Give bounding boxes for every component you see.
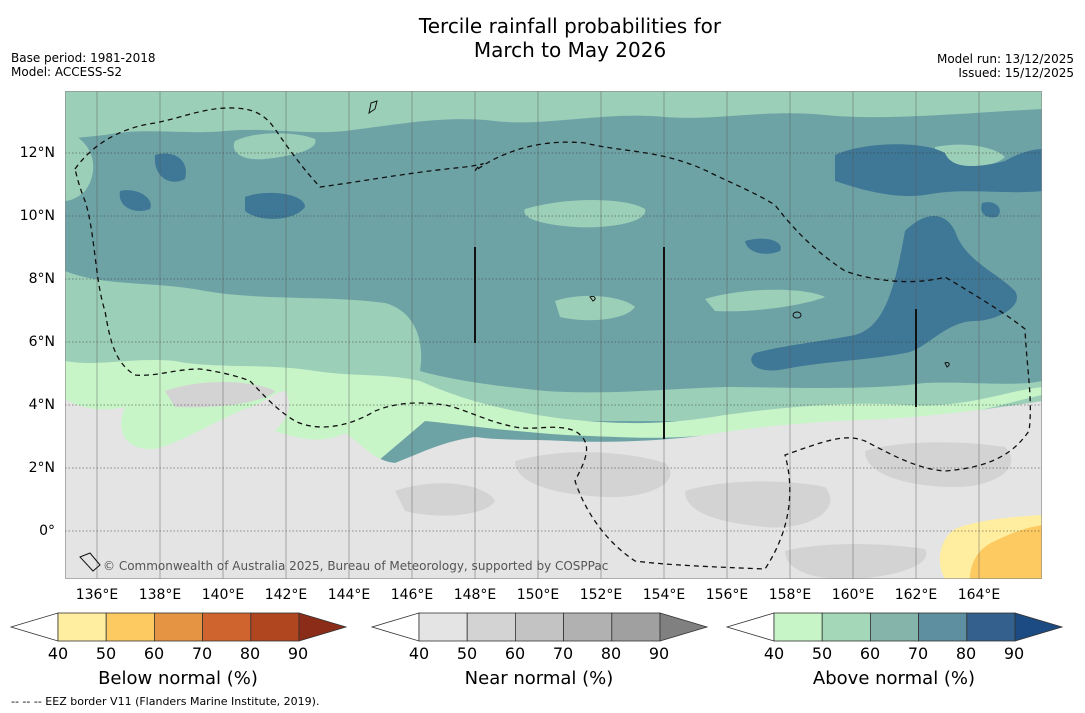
lon-label-160e: 160°E (831, 587, 875, 603)
cb-below-tick-40: 40 (47, 644, 69, 663)
colorbar-below-normal-swatch-70 (202, 612, 252, 642)
colorbar-near-normal-swatch-50 (466, 612, 516, 642)
colorbar-near-max-arrow (659, 612, 709, 642)
cb-below-tick-90: 90 (287, 644, 309, 663)
cb-near-tick-60: 60 (504, 644, 526, 663)
cb-below-tick-50: 50 (95, 644, 117, 663)
cb-near-tick-80: 80 (600, 644, 622, 663)
lon-label-162e: 162°E (894, 587, 938, 603)
cb-near-tick-90: 90 (648, 644, 670, 663)
colorbar-near-normal (371, 612, 709, 642)
cb-above-tick-50: 50 (811, 644, 833, 663)
above-normal-50-nw (65, 131, 94, 201)
vertical-markers (474, 247, 917, 439)
lon-label-146e: 146°E (390, 587, 434, 603)
cb-below-tick-80: 80 (239, 644, 261, 663)
probability-map: © Commonwealth of Australia 2025, Bureau… (65, 91, 1042, 579)
colorbar-near-normal-swatch-40 (418, 612, 468, 642)
above-normal-50-patch-2 (524, 200, 646, 228)
colorbar-below-normal-swatch-40 (57, 612, 107, 642)
colorbar-above-normal-swatch-50 (821, 612, 871, 642)
cb-below-tick-70: 70 (191, 644, 213, 663)
lon-label-148e: 148°E (453, 587, 497, 603)
colorbar-above-normal-swatch-80 (966, 612, 1016, 642)
colorbar-near-normal-swatch-70 (563, 612, 613, 642)
above-normal-50-north (65, 91, 1042, 139)
model-name: Model: ACCESS-S2 (11, 65, 123, 79)
lon-label-136e: 136°E (75, 587, 119, 603)
cb-near-tick-40: 40 (408, 644, 430, 663)
above-normal-50-patch-3 (555, 295, 635, 321)
lon-label-158e: 158°E (768, 587, 812, 603)
lat-label-10n: 10°N (19, 208, 55, 224)
colorbar-above-normal (726, 612, 1064, 642)
above-normal-60-blobs (119, 144, 1042, 371)
cb-below-tick-60: 60 (143, 644, 165, 663)
lon-label-138e: 138°E (138, 587, 182, 603)
lon-label-156e: 156°E (705, 587, 749, 603)
cb-above-tick-70: 70 (907, 644, 929, 663)
lat-label-8n: 8°N (28, 271, 55, 287)
lon-label-152e: 152°E (579, 587, 623, 603)
above-normal-50-patch-4 (705, 289, 825, 312)
lon-label-140e: 140°E (201, 587, 245, 603)
colorbar-above-min-arrow (726, 612, 775, 642)
cb-above-tick-60: 60 (859, 644, 881, 663)
meta-right: Model run: 13/12/2025 Issued: 15/12/2025 (937, 52, 1074, 80)
title-line-1: Tercile rainfall probabilities for (418, 14, 722, 38)
cb-above-tick-40: 40 (763, 644, 785, 663)
lat-label-6n: 6°N (28, 334, 55, 350)
cb-above-tick-90: 90 (1003, 644, 1025, 663)
colorbar-above-normal-swatch-70 (918, 612, 968, 642)
cb-below-title: Below normal (%) (98, 668, 258, 689)
chart-title: Tercile rainfall probabilities for March… (0, 14, 1085, 62)
cb-above-title: Above normal (%) (812, 668, 976, 689)
copyright-text: © Commonwealth of Australia 2025, Bureau… (103, 559, 608, 573)
colorbar-below-normal-swatch-80 (250, 612, 300, 642)
lon-label-142e: 142°E (264, 587, 308, 603)
colorbar-above-swatches (773, 612, 1016, 642)
lon-label-164e: 164°E (957, 587, 1001, 603)
colorbar-below-normal-swatch-50 (105, 612, 155, 642)
eez-border (74, 107, 1031, 570)
lat-label-0: 0° (39, 523, 55, 539)
cb-above-tick-80: 80 (955, 644, 977, 663)
colorbar-above-normal-swatch-60 (869, 612, 919, 642)
title-line-2: March to May 2026 (473, 38, 667, 62)
issued-date: Issued: 15/12/2025 (958, 66, 1074, 80)
lon-label-144e: 144°E (327, 587, 371, 603)
colorbar-near-min-arrow (371, 612, 420, 642)
cb-near-tick-70: 70 (552, 644, 574, 663)
colorbar-below-normal-swatch-60 (153, 612, 203, 642)
near-normal-50-patches (165, 381, 1012, 579)
lon-label-154e: 154°E (642, 587, 686, 603)
lat-label-12n: 12°N (19, 145, 55, 161)
colorbar-near-normal-swatch-80 (611, 612, 661, 642)
colorbar-near-normal-swatch-60 (514, 612, 564, 642)
colorbar-below-normal (10, 612, 348, 642)
lat-label-2n: 2°N (28, 460, 55, 476)
lon-label-150e: 150°E (516, 587, 560, 603)
meta-left: Base period: 1981-2018 Model: ACCESS-S2 (11, 51, 156, 79)
colorbar-above-normal-swatch-40 (773, 612, 823, 642)
eez-footer-note: -- -- -- EEZ border V11 (Flanders Marine… (11, 695, 320, 708)
model-run: Model run: 13/12/2025 (936, 52, 1074, 66)
colorbar-above-max-arrow (1014, 612, 1064, 642)
below-normal-50-patch (970, 525, 1042, 579)
colorbar-below-swatches (57, 612, 300, 642)
lat-label-4n: 4°N (28, 397, 55, 413)
colorbar-below-max-arrow (298, 612, 348, 642)
colorbar-near-swatches (418, 612, 661, 642)
colorbar-below-min-arrow (10, 612, 59, 642)
map-frame (65, 91, 1042, 579)
base-period: Base period: 1981-2018 (11, 51, 156, 65)
cb-near-title: Near normal (%) (464, 668, 614, 689)
cb-near-tick-50: 50 (456, 644, 478, 663)
island-outlines (79, 100, 950, 572)
